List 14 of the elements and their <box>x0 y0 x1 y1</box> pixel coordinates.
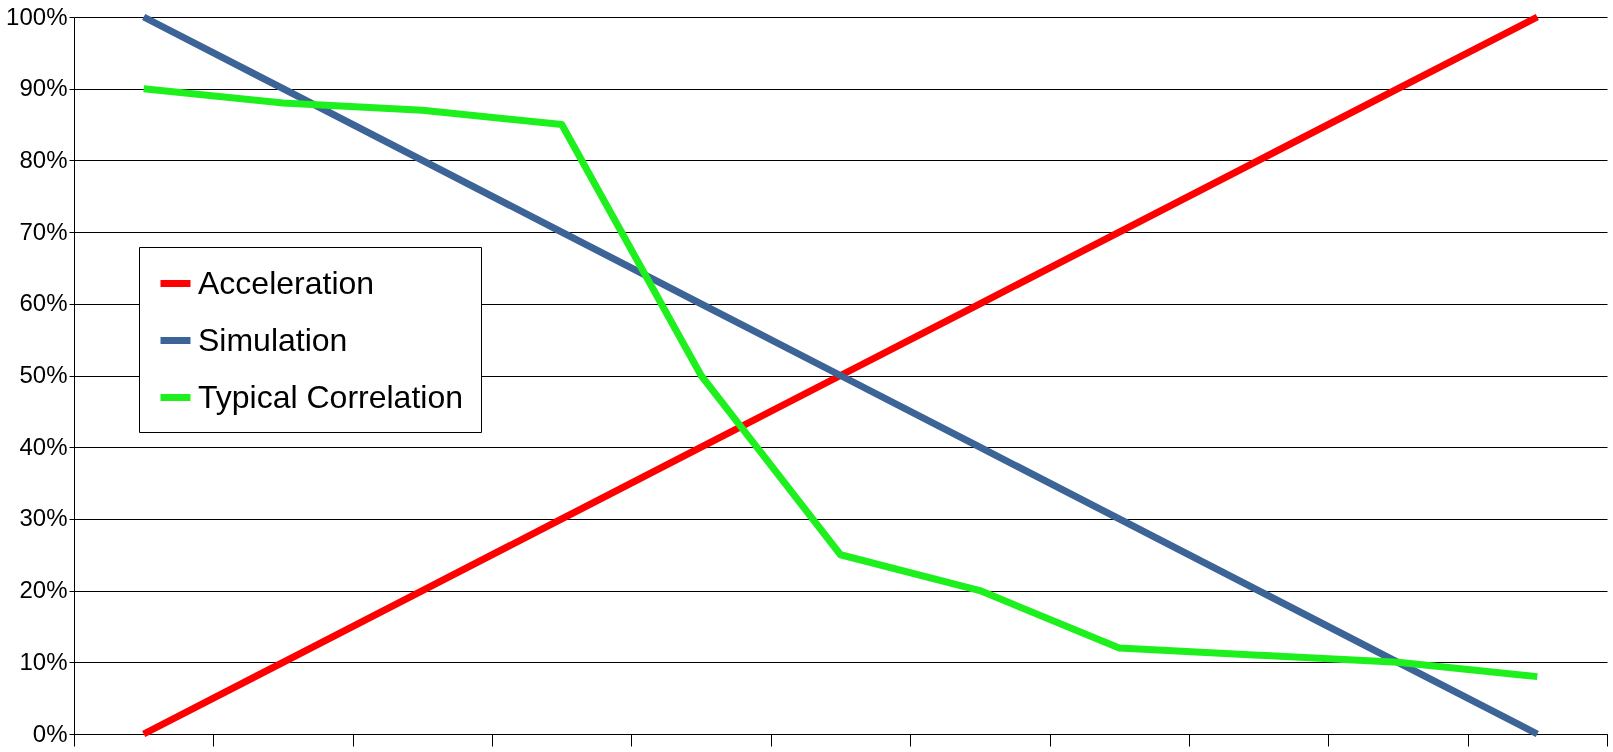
legend-label: Simulation <box>198 321 348 358</box>
y-tick-label: 60% <box>19 289 68 317</box>
y-tick-label: 50% <box>19 361 68 388</box>
y-tick-label: 90% <box>19 74 68 102</box>
y-tick-label: 30% <box>19 504 68 532</box>
y-tick-label: 70% <box>19 217 68 245</box>
y-tick-label: 100% <box>6 2 68 30</box>
y-tick-label: 0% <box>32 719 68 747</box>
legend-label: Acceleration <box>198 264 375 301</box>
y-tick-label: 10% <box>19 647 68 675</box>
y-tick-label: 40% <box>19 432 68 460</box>
legend-label: Typical Correlation <box>198 378 463 415</box>
y-tick-label: 80% <box>19 145 68 173</box>
y-tick-label: 20% <box>19 576 68 604</box>
